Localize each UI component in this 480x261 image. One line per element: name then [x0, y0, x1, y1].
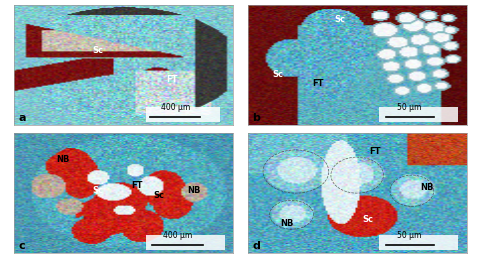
Text: FT: FT — [368, 147, 380, 156]
Text: Sc: Sc — [334, 15, 345, 24]
Text: NB: NB — [56, 155, 69, 164]
Text: Sc: Sc — [92, 46, 103, 55]
Text: 400 μm: 400 μm — [163, 231, 192, 240]
Text: b: b — [252, 113, 259, 123]
Text: Sc: Sc — [272, 70, 283, 79]
Bar — [145, 107, 220, 122]
Text: 400 μm: 400 μm — [160, 103, 190, 112]
Bar — [378, 107, 457, 122]
Text: Sc: Sc — [153, 191, 164, 200]
Text: NB: NB — [420, 183, 433, 192]
Text: Sc: Sc — [362, 215, 373, 224]
Text: a: a — [19, 113, 26, 123]
Text: FT: FT — [131, 181, 143, 191]
Bar — [378, 235, 457, 250]
Text: d: d — [252, 241, 259, 251]
Text: NB: NB — [187, 186, 200, 195]
Bar — [145, 235, 224, 250]
Text: 50 μm: 50 μm — [396, 231, 421, 240]
Text: c: c — [19, 241, 25, 251]
Text: FT: FT — [166, 75, 178, 84]
Text: 50 μm: 50 μm — [396, 103, 421, 112]
Text: Sc: Sc — [92, 186, 103, 195]
Text: FT: FT — [312, 79, 323, 88]
Text: NB: NB — [280, 219, 293, 228]
